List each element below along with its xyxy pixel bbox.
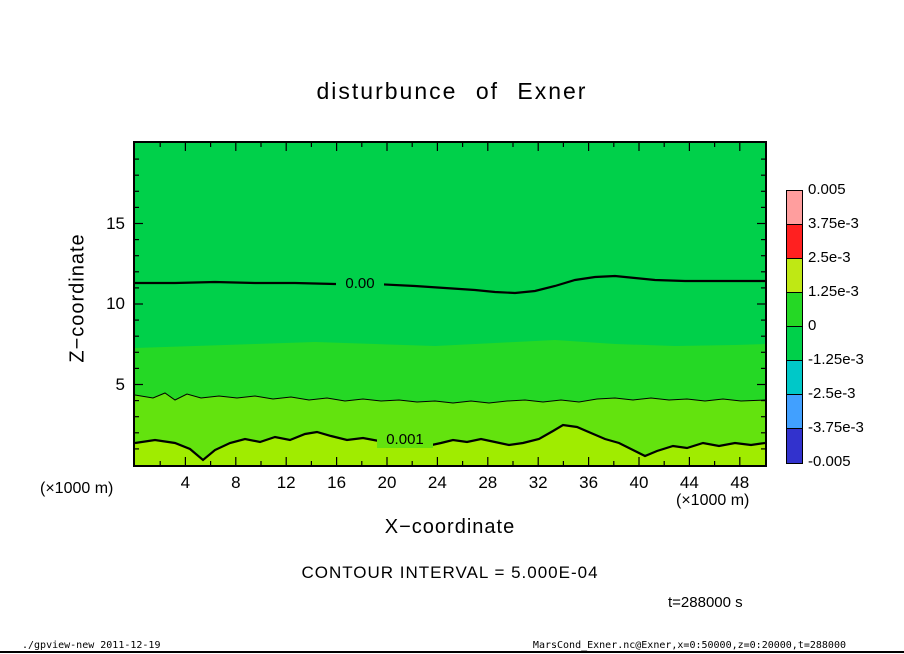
x-tick-label: 24 bbox=[427, 473, 447, 492]
axis-ticks bbox=[135, 143, 765, 465]
x-tick-label: 4 bbox=[180, 473, 191, 492]
x-tick-label: 12 bbox=[276, 473, 296, 492]
colorbar-cell bbox=[787, 395, 802, 429]
x-axis-label: X−coordinate bbox=[384, 516, 516, 538]
colorbar-cell bbox=[787, 191, 802, 225]
y-tick-label: 10 bbox=[106, 294, 125, 313]
x-axis-unit: (×1000 m) bbox=[676, 492, 750, 509]
x-tick-label: 16 bbox=[327, 473, 347, 492]
y-tick-label: 5 bbox=[115, 374, 125, 394]
mid-contour-line bbox=[135, 392, 765, 404]
x-tick-label: 20 bbox=[377, 473, 397, 492]
x-tick-label: 32 bbox=[528, 473, 548, 492]
x-tick-label: 48 bbox=[730, 473, 750, 492]
colorbar-tick-label: 0.005 bbox=[808, 181, 846, 198]
zero-contour-line bbox=[135, 274, 765, 295]
thick-contour-line bbox=[135, 423, 765, 462]
footer-program-info: ./gpview-new 2011-12-19 bbox=[22, 640, 161, 651]
colorbar-tick-label: 3.75e-3 bbox=[808, 215, 859, 232]
colorbar-tick-label: -1.25e-3 bbox=[808, 351, 864, 368]
y-axis-unit: (×1000 m) bbox=[40, 480, 114, 497]
colorbar-tick-label: 1.25e-3 bbox=[808, 283, 859, 300]
colorbar-tick-label: -2.5e-3 bbox=[808, 385, 856, 402]
plot-area: 0.00 0.001 bbox=[133, 141, 767, 467]
x-tick-label: 8 bbox=[231, 473, 241, 492]
chart-title: disturbunce of Exner bbox=[316, 78, 588, 104]
x-tick-label: 44 bbox=[679, 473, 699, 492]
contour-interval-text: CONTOUR INTERVAL = 5.000E-04 bbox=[301, 563, 599, 582]
colorbar-tick-label: -0.005 bbox=[808, 453, 851, 470]
y-axis-label: Z−coordinate bbox=[66, 233, 89, 363]
colorbar-cell bbox=[787, 361, 802, 395]
footer-file-info: MarsCond_Exner.nc@Exner,x=0:50000,z=0:20… bbox=[532, 640, 846, 651]
colorbar-cell bbox=[787, 225, 802, 259]
time-stamp: t=288000 s bbox=[668, 594, 743, 611]
contour-label-0.00: 0.00 bbox=[336, 275, 384, 292]
fill-band-high-positive bbox=[135, 425, 765, 465]
colorbar-cell bbox=[787, 429, 802, 463]
x-tick-label: 40 bbox=[629, 473, 649, 492]
colorbar-tick-label: 2.5e-3 bbox=[808, 249, 851, 266]
colorbar-tick-label: -3.75e-3 bbox=[808, 419, 864, 436]
colorbar-cell bbox=[787, 327, 802, 361]
contour-plot-canvas bbox=[135, 143, 765, 465]
bottom-divider-line bbox=[0, 651, 904, 653]
x-tick-label: 36 bbox=[579, 473, 599, 492]
x-tick-label: 28 bbox=[478, 473, 498, 492]
colorbar bbox=[786, 190, 803, 464]
colorbar-cell bbox=[787, 259, 802, 293]
y-tick-label: 15 bbox=[106, 213, 125, 233]
contour-label-0.001: 0.001 bbox=[377, 431, 433, 448]
colorbar-cell bbox=[787, 293, 802, 327]
colorbar-tick-label: 0 bbox=[808, 317, 817, 334]
